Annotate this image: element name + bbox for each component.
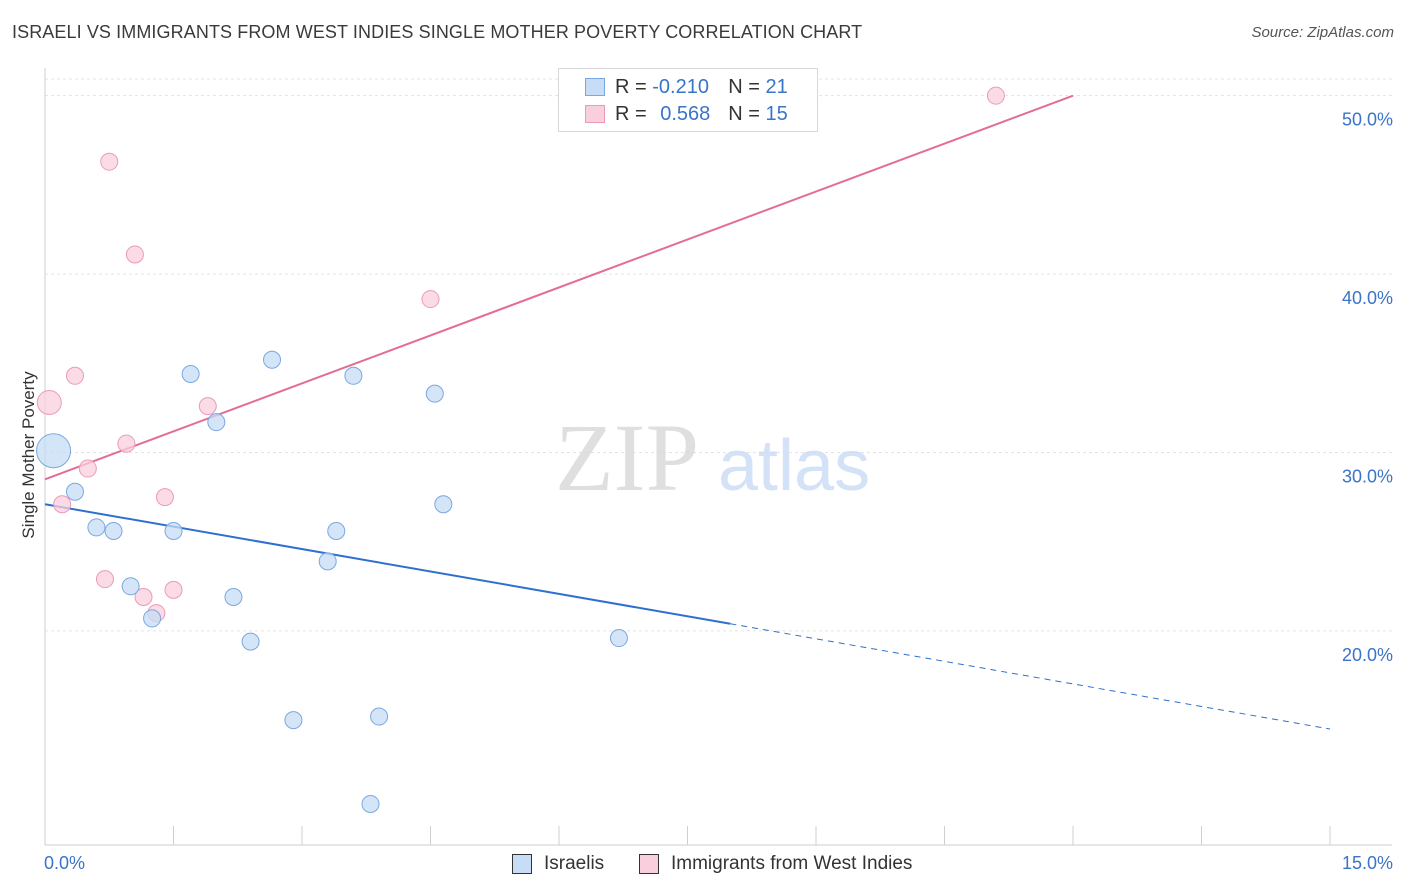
bottom-legend-israelis: Israelis xyxy=(512,852,604,876)
data-point-israelis xyxy=(87,518,106,537)
data-point-israelis xyxy=(36,433,72,469)
x-tick-label: 15.0% xyxy=(1342,853,1393,873)
correlation-legend: R = -0.210 N = 21 R = 0.568 N = 15 xyxy=(558,68,818,132)
y-axis-label: Single Mother Poverty xyxy=(19,371,38,539)
legend-n-label: N = xyxy=(728,102,766,125)
bottom-legend-swatch-israelis xyxy=(512,854,532,874)
data-point-israelis xyxy=(344,366,363,385)
data-point-israelis xyxy=(241,632,260,651)
legend-r-label: R = xyxy=(615,75,653,98)
data-point-israelis xyxy=(425,384,444,403)
y-tick-label: 30.0% xyxy=(1342,467,1393,487)
data-point-west-indies xyxy=(100,152,119,171)
data-point-west-indies xyxy=(134,588,153,607)
source-credit: Source: ZipAtlas.com xyxy=(1251,24,1394,41)
data-point-west-indies xyxy=(164,580,183,599)
data-point-israelis xyxy=(121,577,140,596)
legend-n-value: 15 xyxy=(765,102,788,125)
data-point-west-indies xyxy=(36,390,62,416)
bottom-legend-west-indies: Immigrants from West Indies xyxy=(639,852,912,876)
y-tick-label: 40.0% xyxy=(1342,288,1393,308)
data-point-israelis xyxy=(224,588,243,607)
axes-layer: 20.0% 30.0% 40.0% 50.0% 0.0% 15.0% xyxy=(44,68,1393,873)
y-tick-label: 50.0% xyxy=(1342,110,1393,130)
bottom-legend-label-west-indies: Immigrants from West Indies xyxy=(671,853,913,874)
data-point-israelis xyxy=(104,522,123,540)
data-point-israelis xyxy=(370,707,389,726)
data-point-west-indies xyxy=(198,397,217,416)
legend-r-value: 0.568 xyxy=(660,102,711,125)
legend-r-label: R = xyxy=(615,102,653,125)
data-point-israelis xyxy=(164,522,183,540)
data-point-israelis xyxy=(143,609,162,628)
points-layer xyxy=(36,86,1005,813)
data-point-west-indies xyxy=(117,434,136,453)
data-point-west-indies xyxy=(95,570,114,589)
trend-line-israelis-extension xyxy=(730,623,1331,730)
trend-line-israelis xyxy=(44,503,731,625)
bottom-legend-label-israelis: Israelis xyxy=(544,853,605,874)
data-point-west-indies xyxy=(421,290,440,309)
data-point-israelis xyxy=(65,482,84,501)
grid-layer xyxy=(45,78,1392,632)
data-point-israelis xyxy=(284,711,303,730)
legend-row-west-indies: R = 0.568 N = 15 xyxy=(585,102,788,126)
watermark-zip: ZIP xyxy=(555,404,699,511)
watermark-atlas: atlas xyxy=(718,426,870,506)
data-point-israelis xyxy=(181,365,200,383)
data-point-west-indies xyxy=(155,488,174,507)
x-tick-label: 0.0% xyxy=(44,853,85,873)
legend-swatch-west-indies xyxy=(585,105,605,123)
legend-row-israelis: R = -0.210 N = 21 xyxy=(585,75,788,99)
data-point-israelis xyxy=(434,495,453,514)
legend-n-label: N = xyxy=(728,75,766,98)
chart-title: ISRAELI VS IMMIGRANTS FROM WEST INDIES S… xyxy=(12,22,863,42)
legend-swatch-israelis xyxy=(585,78,605,96)
bottom-legend-swatch-west-indies xyxy=(639,854,659,874)
watermark: ZIP atlas xyxy=(555,404,870,511)
data-point-west-indies xyxy=(65,366,84,385)
data-point-west-indies xyxy=(53,495,72,514)
data-point-west-indies xyxy=(986,86,1005,105)
y-tick-label: 20.0% xyxy=(1342,645,1393,665)
data-point-israelis xyxy=(318,552,337,571)
data-point-israelis xyxy=(327,522,346,540)
data-point-israelis xyxy=(609,629,628,648)
legend-r-value: -0.210 xyxy=(652,75,709,98)
data-point-israelis xyxy=(207,413,226,432)
data-point-west-indies xyxy=(125,245,144,264)
legend-n-value: 21 xyxy=(765,75,788,98)
data-point-israelis xyxy=(263,350,282,369)
data-point-west-indies xyxy=(78,459,97,478)
data-point-israelis xyxy=(361,794,380,813)
